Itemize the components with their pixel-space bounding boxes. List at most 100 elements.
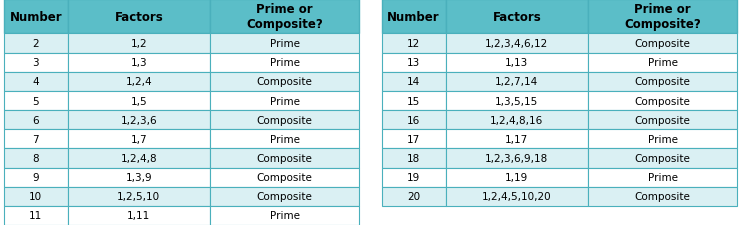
Text: 1,2,5,10: 1,2,5,10 xyxy=(117,191,160,201)
Bar xyxy=(382,34,445,53)
Bar xyxy=(382,0,445,34)
Bar xyxy=(382,111,445,130)
Bar xyxy=(67,130,210,149)
Bar xyxy=(67,149,210,168)
Text: 15: 15 xyxy=(407,96,420,106)
Text: Composite: Composite xyxy=(256,77,313,87)
Bar xyxy=(382,130,445,149)
Text: 10: 10 xyxy=(29,191,42,201)
Bar xyxy=(210,168,359,187)
Text: 14: 14 xyxy=(407,77,420,87)
Text: 1,3,9: 1,3,9 xyxy=(125,172,152,182)
Bar xyxy=(67,53,210,72)
Bar xyxy=(210,111,359,130)
Bar xyxy=(4,0,67,34)
Text: Composite: Composite xyxy=(634,39,691,49)
Text: 1,2: 1,2 xyxy=(130,39,147,49)
Text: Factors: Factors xyxy=(115,11,163,24)
Bar xyxy=(382,187,445,206)
Bar xyxy=(588,53,737,72)
Text: 20: 20 xyxy=(407,191,420,201)
Text: 12: 12 xyxy=(407,39,420,49)
Bar xyxy=(210,206,359,225)
Text: 1,3: 1,3 xyxy=(130,58,147,68)
Text: Prime: Prime xyxy=(270,39,299,49)
Bar xyxy=(4,111,67,130)
Bar xyxy=(210,92,359,111)
Text: 1,2,3,4,6,12: 1,2,3,4,6,12 xyxy=(485,39,548,49)
Bar xyxy=(210,187,359,206)
Bar xyxy=(382,72,445,92)
Text: Prime or
Composite?: Prime or Composite? xyxy=(624,3,701,31)
Text: Composite: Composite xyxy=(634,96,691,106)
Text: Factors: Factors xyxy=(493,11,541,24)
Bar xyxy=(67,187,210,206)
Text: Prime or
Composite?: Prime or Composite? xyxy=(246,3,323,31)
Text: 1,2,4,8: 1,2,4,8 xyxy=(121,153,157,163)
Bar xyxy=(445,149,588,168)
Bar xyxy=(210,0,359,34)
Bar xyxy=(210,72,359,92)
Bar xyxy=(4,130,67,149)
Text: Prime: Prime xyxy=(648,172,677,182)
Text: 4: 4 xyxy=(33,77,39,87)
Text: 18: 18 xyxy=(407,153,420,163)
Bar xyxy=(445,53,588,72)
Text: Number: Number xyxy=(10,11,62,24)
Text: 1,7: 1,7 xyxy=(130,134,147,144)
Bar xyxy=(67,34,210,53)
Bar xyxy=(445,168,588,187)
Bar xyxy=(588,187,737,206)
Bar xyxy=(67,206,210,225)
Bar xyxy=(588,130,737,149)
Bar xyxy=(210,34,359,53)
Text: 6: 6 xyxy=(33,115,39,125)
Bar xyxy=(382,168,445,187)
Bar xyxy=(445,0,588,34)
Bar xyxy=(382,149,445,168)
Text: 5: 5 xyxy=(33,96,39,106)
Bar xyxy=(4,53,67,72)
Text: 1,2,3,6: 1,2,3,6 xyxy=(121,115,157,125)
Bar xyxy=(445,34,588,53)
Bar xyxy=(445,130,588,149)
Bar xyxy=(4,34,67,53)
Bar xyxy=(588,0,737,34)
Bar xyxy=(445,92,588,111)
Text: 1,19: 1,19 xyxy=(505,172,528,182)
Text: 1,11: 1,11 xyxy=(127,211,150,220)
Text: Composite: Composite xyxy=(634,115,691,125)
Bar xyxy=(588,92,737,111)
Text: Prime: Prime xyxy=(270,58,299,68)
Bar xyxy=(67,111,210,130)
Bar xyxy=(67,92,210,111)
Bar xyxy=(67,72,210,92)
Text: Prime: Prime xyxy=(648,58,677,68)
Text: 16: 16 xyxy=(407,115,420,125)
Text: Composite: Composite xyxy=(256,153,313,163)
Text: 1,5: 1,5 xyxy=(130,96,147,106)
Text: 11: 11 xyxy=(29,211,42,220)
Text: Prime: Prime xyxy=(270,96,299,106)
Text: 13: 13 xyxy=(407,58,420,68)
Text: 7: 7 xyxy=(33,134,39,144)
Bar xyxy=(588,34,737,53)
Text: Composite: Composite xyxy=(256,191,313,201)
Bar xyxy=(4,187,67,206)
Text: Prime: Prime xyxy=(648,134,677,144)
Text: 2: 2 xyxy=(33,39,39,49)
Bar xyxy=(210,130,359,149)
Bar xyxy=(67,0,210,34)
Text: 8: 8 xyxy=(33,153,39,163)
Text: 19: 19 xyxy=(407,172,420,182)
Text: Composite: Composite xyxy=(256,172,313,182)
Text: 1,2,4,8,16: 1,2,4,8,16 xyxy=(490,115,543,125)
Bar xyxy=(588,111,737,130)
Text: Composite: Composite xyxy=(634,77,691,87)
Text: Composite: Composite xyxy=(634,153,691,163)
Text: Number: Number xyxy=(388,11,440,24)
Text: Prime: Prime xyxy=(270,211,299,220)
Bar xyxy=(4,149,67,168)
Text: 3: 3 xyxy=(33,58,39,68)
Bar xyxy=(445,72,588,92)
